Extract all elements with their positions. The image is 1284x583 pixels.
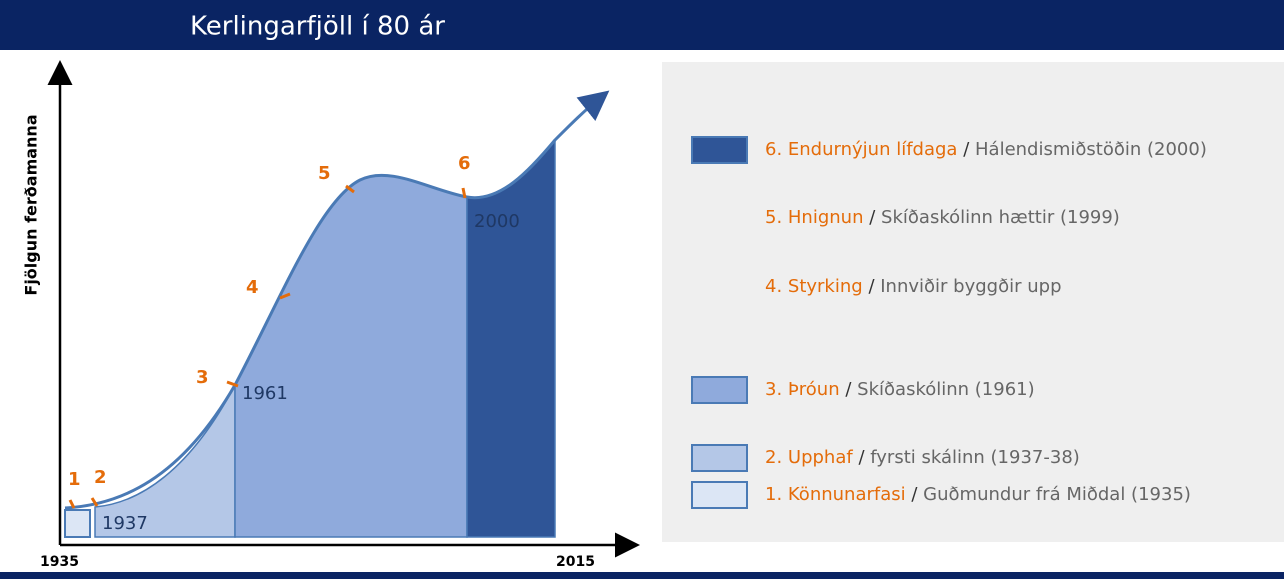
stage-label: 6: [458, 153, 471, 174]
y-axis-label: Fjölgun ferðamanna: [22, 114, 41, 295]
legend-item: 4. Styrking / Innviðir byggðir upp: [765, 276, 1062, 297]
stage-label: 5: [318, 163, 331, 184]
legend-name: 3. Þróun: [765, 379, 840, 400]
legend-name: 4. Styrking: [765, 276, 863, 297]
stage-label: 1: [68, 469, 81, 490]
legend-item: 2. Upphaf / fyrsti skálinn (1937-38): [765, 447, 1080, 468]
legend-desc: Skíðaskólinn hættir (1999): [881, 207, 1120, 228]
legend: 6. Endurnýjun lífdaga / Hálendismiðstöði…: [691, 136, 1207, 509]
footer-bar: [0, 572, 1284, 579]
stage-6-area: [466, 137, 556, 538]
legend-item: 3. Þróun / Skíðaskólinn (1961): [765, 379, 1035, 400]
legend-desc: Innviðir byggðir upp: [880, 276, 1061, 297]
legend-name: 6. Endurnýjun lífdaga: [765, 139, 957, 160]
legend-desc: Skíðaskólinn (1961): [857, 379, 1034, 400]
stage-ticks: [68, 184, 467, 509]
legend-item: 1. Könnunarfasi / Guðmundur frá Miðdal (…: [765, 484, 1191, 505]
legend-separator: /: [963, 139, 970, 160]
year-label: 1961: [242, 383, 288, 404]
legend-swatch: [691, 376, 748, 404]
legend-name: 2. Upphaf: [765, 447, 853, 468]
legend-desc: fyrsti skálinn (1937-38): [870, 447, 1080, 468]
header-bar: [0, 0, 1284, 50]
legend-name: 1. Könnunarfasi: [765, 484, 906, 505]
year-label: 2000: [474, 211, 520, 232]
legend-separator: /: [845, 379, 852, 400]
legend-desc: Hálendismiðstöðin (2000): [975, 139, 1207, 160]
stage-label: 3: [196, 367, 209, 388]
title: Kerlingarfjöll í 80 ár: [190, 12, 445, 42]
x-end-label: 2015: [556, 554, 595, 570]
stage-3-area: [234, 174, 468, 538]
stage-label: 2: [94, 467, 107, 488]
stage-label: 4: [246, 277, 259, 298]
legend-separator: /: [868, 276, 875, 297]
legend-separator: /: [869, 207, 876, 228]
legend-separator: /: [911, 484, 918, 505]
x-start-label: 1935: [40, 554, 79, 570]
year-label: 1937: [102, 513, 148, 534]
legend-swatch: [691, 136, 748, 164]
legend-separator: /: [858, 447, 865, 468]
legend-item: 5. Hnignun / Skíðaskólinn hættir (1999): [765, 207, 1120, 228]
stage-1-area: [64, 509, 91, 538]
legend-swatch: [691, 481, 748, 509]
legend-panel: [662, 62, 1284, 542]
legend-name: 5. Hnignun: [765, 207, 864, 228]
legend-item: 6. Endurnýjun lífdaga / Hálendismiðstöði…: [765, 139, 1207, 160]
legend-desc: Guðmundur frá Miðdal (1935): [923, 484, 1191, 505]
legend-swatch: [691, 444, 748, 472]
growth-curve: [64, 90, 610, 510]
